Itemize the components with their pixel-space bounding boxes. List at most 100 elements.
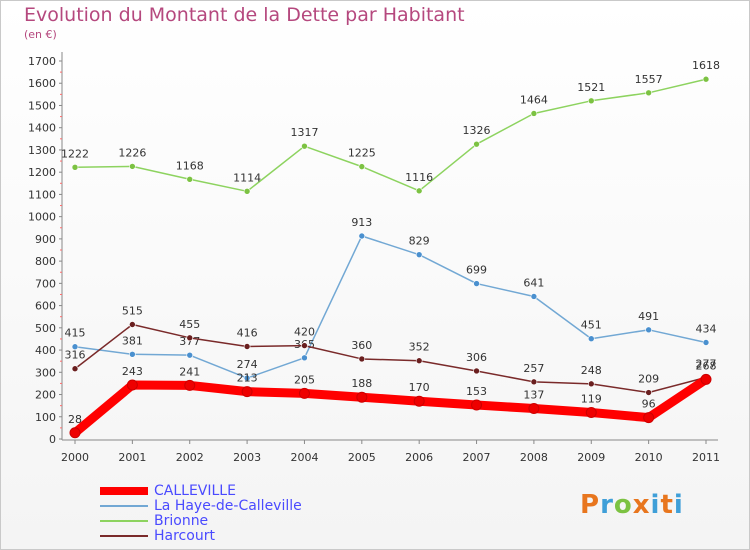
data-label: 274 <box>237 358 258 371</box>
logo-letter: i <box>650 490 661 520</box>
chart-unit-label: (en €) <box>24 28 57 41</box>
data-label: 1222 <box>61 147 89 160</box>
y-tick-label: 400 <box>35 344 56 357</box>
x-tick-label: 2008 <box>520 451 548 464</box>
data-point <box>585 407 597 419</box>
data-label: 96 <box>642 398 656 411</box>
data-label: 316 <box>65 349 86 362</box>
data-label: 209 <box>638 373 659 386</box>
data-point <box>243 374 251 382</box>
x-tick-label: 2004 <box>290 451 318 464</box>
data-point <box>71 343 79 351</box>
legend-label: Brionne <box>154 513 209 529</box>
y-tick-label: 1400 <box>28 122 56 135</box>
data-point <box>587 97 595 105</box>
data-point <box>358 232 366 240</box>
data-label: 434 <box>696 322 717 335</box>
data-label: 1226 <box>118 146 146 159</box>
data-point <box>415 187 423 195</box>
data-label: 1464 <box>520 93 548 106</box>
data-point <box>301 342 308 349</box>
data-point <box>298 387 310 399</box>
data-label: 360 <box>351 339 372 352</box>
legend-swatch <box>100 535 148 537</box>
logo-letter: x <box>632 490 651 520</box>
legend-label: La Haye-de-Calleville <box>154 498 302 514</box>
data-label: 420 <box>294 326 315 339</box>
data-label: 268 <box>696 359 717 372</box>
y-tick-label: 600 <box>35 300 56 313</box>
data-label: 455 <box>179 318 200 331</box>
series-line <box>74 78 707 193</box>
y-tick-label: 200 <box>35 389 56 402</box>
data-point <box>415 357 423 365</box>
series-line <box>74 235 707 379</box>
data-point <box>702 339 710 346</box>
logo-letter: i <box>673 490 684 520</box>
data-label: 213 <box>237 372 258 385</box>
y-tick-label: 900 <box>35 233 56 246</box>
data-label: 913 <box>351 216 372 229</box>
logo-letter: o <box>613 490 633 520</box>
y-tick-label: 100 <box>35 411 56 424</box>
y-tick-label: 1600 <box>28 77 56 90</box>
data-label: 1326 <box>463 124 491 137</box>
data-point <box>356 391 368 403</box>
data-point <box>645 89 652 97</box>
data-point <box>528 403 540 415</box>
x-tick-label: 2001 <box>118 451 146 464</box>
y-tick-label: 1000 <box>28 211 56 224</box>
data-label: 1557 <box>635 73 663 86</box>
data-label: 188 <box>351 377 372 390</box>
data-point <box>587 380 595 388</box>
data-label: 1116 <box>405 171 433 184</box>
data-label: 352 <box>409 341 430 354</box>
data-point <box>241 386 253 398</box>
data-point <box>415 251 423 258</box>
y-tick-label: 0 <box>49 433 56 446</box>
data-label: 491 <box>638 310 659 323</box>
data-point <box>645 389 652 396</box>
y-tick-label: 1100 <box>28 188 56 201</box>
data-point <box>71 365 79 373</box>
data-label: 1168 <box>176 159 204 172</box>
x-tick-label: 2007 <box>463 451 491 464</box>
data-label: 1521 <box>577 81 605 94</box>
data-label: 248 <box>581 364 602 377</box>
legend-label: Harcourt <box>154 528 215 544</box>
data-point <box>530 378 538 386</box>
data-label: 1618 <box>692 59 720 72</box>
x-tick-label: 2002 <box>176 451 204 464</box>
proxiti-logo: Proxiti <box>580 490 684 520</box>
y-tick-label: 1300 <box>28 144 56 157</box>
data-point <box>243 343 251 350</box>
y-tick-label: 300 <box>35 366 56 379</box>
data-label: 306 <box>466 351 487 364</box>
data-label: 451 <box>581 319 602 332</box>
data-point <box>413 395 425 407</box>
data-label: 829 <box>409 235 430 248</box>
data-point <box>71 163 79 171</box>
data-label: 243 <box>122 365 143 378</box>
data-label: 205 <box>294 373 315 386</box>
data-label: 28 <box>68 413 82 426</box>
data-label: 415 <box>65 327 86 340</box>
data-label: 1317 <box>290 126 318 139</box>
y-tick-label: 1200 <box>28 166 56 179</box>
x-tick-label: 2010 <box>635 451 663 464</box>
data-point <box>473 280 480 287</box>
data-point <box>530 293 538 300</box>
x-tick-label: 2000 <box>61 451 89 464</box>
y-tick-label: 1700 <box>28 55 56 68</box>
data-point <box>358 355 366 363</box>
data-point <box>186 175 194 183</box>
data-point <box>471 399 483 411</box>
data-point <box>184 379 196 391</box>
data-point <box>473 367 480 375</box>
data-label: 1114 <box>233 171 261 184</box>
legend-swatch <box>100 520 148 522</box>
data-point <box>186 351 194 359</box>
data-point <box>129 163 136 170</box>
